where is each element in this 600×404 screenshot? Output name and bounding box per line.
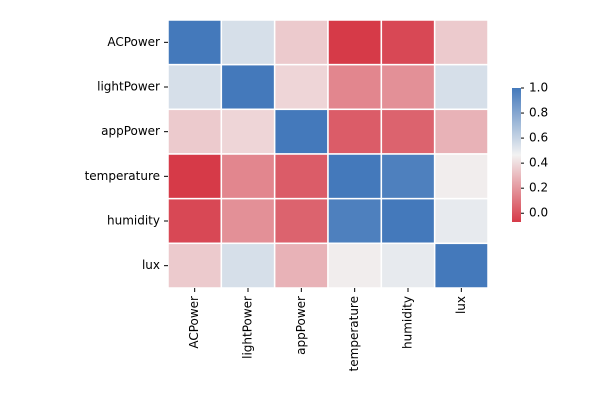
colorbar-tick-label: 0.2 xyxy=(529,181,548,195)
heatmap-cell xyxy=(380,197,436,245)
heatmap-cell xyxy=(327,242,383,289)
heatmap-cell xyxy=(273,197,329,245)
heatmap-cell xyxy=(380,63,436,111)
heatmap-cell xyxy=(220,242,276,289)
colorbar-tick-label: 0.6 xyxy=(529,131,548,145)
y-tick-label: temperature xyxy=(85,169,160,183)
colorbar-tick-label: 0.4 xyxy=(529,156,548,170)
y-tick-label: appPower xyxy=(101,124,160,138)
heatmap-cell xyxy=(167,197,223,245)
colorbar-tick-label: 0.8 xyxy=(529,106,548,120)
heatmap-cell xyxy=(433,63,489,111)
heatmap-cell xyxy=(327,197,383,245)
heatmap-cell xyxy=(220,153,276,200)
x-tick-label: lightPower xyxy=(241,296,255,359)
heatmap-cell xyxy=(167,19,223,66)
heatmap-cell xyxy=(220,197,276,245)
heatmap-cell xyxy=(327,63,383,111)
heatmap-cell xyxy=(380,108,436,155)
colorbar-tick-label: 1.0 xyxy=(529,81,548,95)
y-tick-label: lightPower xyxy=(97,80,160,94)
heatmap-cell xyxy=(273,242,329,289)
y-tick-label: ACPower xyxy=(107,35,160,49)
heatmap-cell xyxy=(433,108,489,155)
heatmap-cell xyxy=(167,63,223,111)
x-tick-label: lux xyxy=(454,296,468,314)
y-tick-label: lux xyxy=(142,258,160,272)
heatmap-cell xyxy=(220,108,276,155)
heatmap-cell xyxy=(220,63,276,111)
heatmap-cell xyxy=(380,242,436,289)
heatmap-cell xyxy=(167,153,223,200)
x-tick-label: appPower xyxy=(294,296,308,355)
colorbar xyxy=(512,88,521,222)
y-tick-label: humidity xyxy=(107,214,160,228)
x-tick-label: ACPower xyxy=(187,296,201,349)
heatmap-cell xyxy=(273,19,329,66)
heatmap-cell xyxy=(273,108,329,155)
heatmap-cell xyxy=(327,19,383,66)
colorbar-tick-label: 0.0 xyxy=(529,206,548,220)
heatmap-cell xyxy=(273,63,329,111)
heatmap-cell xyxy=(327,108,383,155)
heatmap-cell xyxy=(220,19,276,66)
heatmap-cell xyxy=(273,153,329,200)
heatmap-cell xyxy=(167,242,223,289)
heatmap-cell xyxy=(433,242,489,289)
heatmap-cell xyxy=(167,108,223,155)
heatmap-cell xyxy=(433,197,489,245)
heatmap-cell xyxy=(433,153,489,200)
heatmap-cell xyxy=(380,153,436,200)
x-tick-label: temperature xyxy=(347,296,361,371)
heatmap-cell xyxy=(327,153,383,200)
heatmap-cell xyxy=(380,19,436,66)
heatmap-cell xyxy=(433,19,489,66)
x-tick-label: humidity xyxy=(401,296,415,349)
